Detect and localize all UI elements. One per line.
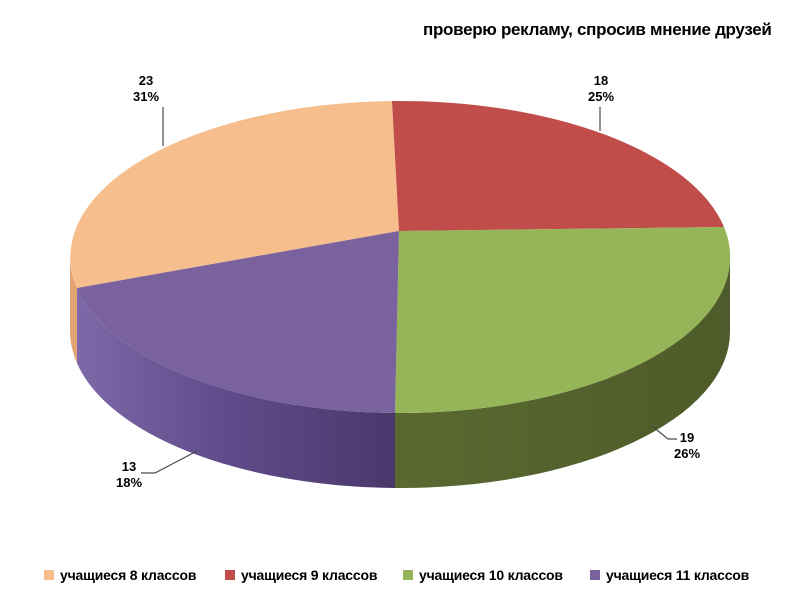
pie-slice-grade8-side bbox=[70, 257, 77, 363]
pie-slice-grade11-top bbox=[77, 231, 399, 413]
pie-slice-grade10-top bbox=[395, 227, 731, 414]
legend-swatch-grade8 bbox=[44, 570, 54, 580]
legend-swatch-grade11 bbox=[590, 570, 600, 580]
callout-value-grade9: 18 bbox=[593, 73, 609, 88]
legend-label-grade10: учащиеся 10 классов bbox=[419, 567, 563, 583]
callout-percent-grade8: 31% bbox=[132, 89, 160, 104]
callout-label-grade9: 18 25% bbox=[556, 73, 646, 105]
callout-percent-grade11: 18% bbox=[115, 475, 143, 490]
callout-value-grade8: 23 bbox=[138, 73, 154, 88]
leader-line-grade11 bbox=[141, 450, 198, 474]
legend-item-grade9: учащиеся 9 классов bbox=[225, 567, 377, 584]
pie-slice-grade8-top bbox=[70, 101, 399, 288]
callout-label-grade11: 13 18% bbox=[84, 459, 174, 491]
legend-item-grade10: учащиеся 10 классов bbox=[403, 567, 563, 584]
pie-slice-grade10-side bbox=[395, 257, 730, 489]
legend-swatch-grade9 bbox=[225, 570, 235, 580]
legend-item-grade11: учащиеся 11 классов bbox=[590, 567, 749, 584]
legend-label-grade11: учащиеся 11 классов bbox=[606, 567, 750, 583]
legend-item-grade8: учащиеся 8 классов bbox=[44, 567, 196, 584]
leader-line-grade10 bbox=[651, 425, 677, 440]
callout-label-grade8: 23 31% bbox=[101, 73, 191, 105]
legend-label-grade9: учащиеся 9 классов bbox=[241, 567, 378, 583]
chart-title: проверю рекламу, спросив мнение друзей bbox=[423, 20, 772, 39]
callout-label-grade10: 19 26% bbox=[642, 430, 732, 462]
callout-percent-grade10: 26% bbox=[673, 446, 701, 461]
callout-value-grade10: 19 bbox=[679, 430, 695, 445]
pie-slice-grade9-top bbox=[392, 100, 724, 231]
legend-label-grade8: учащиеся 8 классов bbox=[60, 567, 197, 583]
callout-value-grade11: 13 bbox=[121, 459, 137, 474]
legend-swatch-grade10 bbox=[403, 570, 413, 580]
callout-percent-grade9: 25% bbox=[587, 89, 615, 104]
pie-slice-grade11-side bbox=[77, 288, 395, 488]
